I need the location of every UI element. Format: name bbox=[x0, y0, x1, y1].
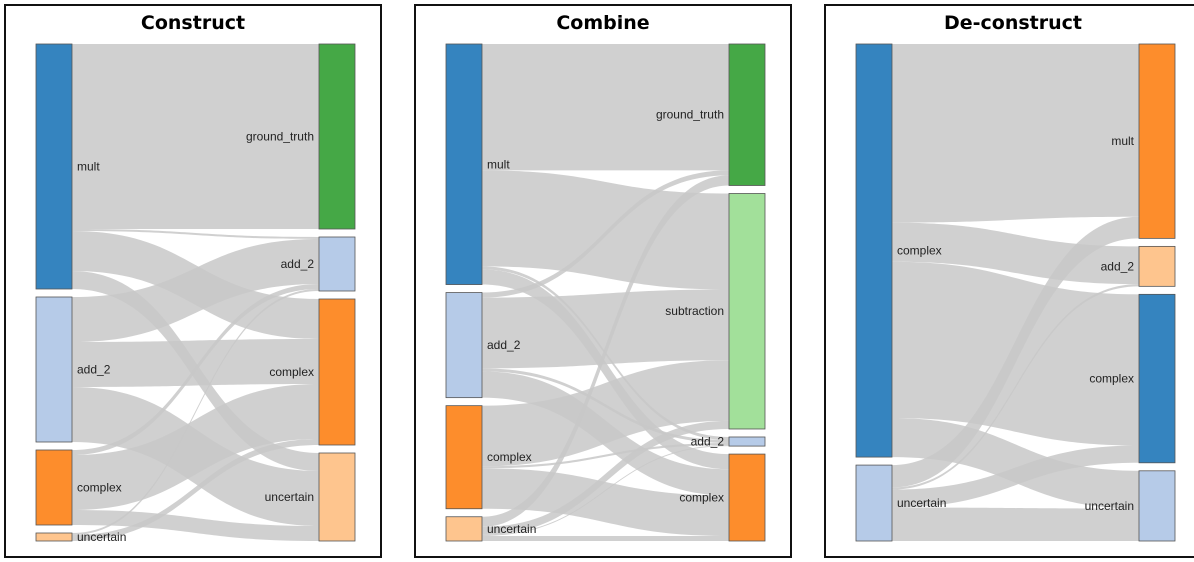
target-label-mult: mult bbox=[1111, 134, 1134, 148]
source-node-uncertain bbox=[35, 532, 73, 542]
flow-link bbox=[892, 44, 1139, 223]
flow-link bbox=[482, 445, 729, 536]
target-label-complex: complex bbox=[679, 491, 724, 505]
source-node-complex bbox=[855, 43, 893, 458]
target-label-complex: complex bbox=[269, 365, 314, 379]
target-node-ground_truth bbox=[728, 43, 766, 186]
target-label-ground_truth: ground_truth bbox=[246, 130, 314, 144]
flow-link bbox=[72, 44, 319, 229]
source-node-uncertain bbox=[445, 516, 483, 542]
source-label-mult: mult bbox=[487, 157, 510, 171]
panel-title: Combine bbox=[556, 12, 650, 34]
source-node-complex bbox=[35, 449, 73, 526]
target-label-complex: complex bbox=[1089, 372, 1134, 386]
flow-link bbox=[892, 216, 1139, 488]
source-label-uncertain: uncertain bbox=[487, 522, 536, 536]
flow-link bbox=[892, 222, 1139, 285]
target-node-add_2 bbox=[318, 236, 356, 292]
target-node-add_2 bbox=[1138, 245, 1176, 287]
flow-link bbox=[482, 44, 729, 171]
flow-link bbox=[892, 445, 1139, 508]
source-node-mult bbox=[35, 43, 73, 290]
target-label-uncertain: uncertain bbox=[265, 490, 314, 504]
target-node-complex bbox=[1138, 293, 1176, 464]
target-label-uncertain: uncertain bbox=[1085, 499, 1134, 513]
flow-link bbox=[482, 269, 729, 470]
source-node-complex bbox=[445, 405, 483, 510]
target-label-ground_truth: ground_truth bbox=[656, 108, 724, 122]
sankey-de-construct: complexuncertainmultadd_2complexuncertai… bbox=[855, 43, 1176, 542]
flow-link bbox=[72, 384, 319, 510]
link-group bbox=[72, 44, 319, 541]
target-node-complex bbox=[728, 453, 766, 542]
link-group bbox=[892, 44, 1139, 541]
flow-link bbox=[482, 289, 729, 369]
flow-link bbox=[482, 535, 729, 541]
panel-title: Construct bbox=[140, 12, 246, 34]
sankey-panel-construct: Construct mult add_2 complex uncertain groun… bbox=[4, 4, 382, 558]
sankey-construct: multadd_2complexuncertainground_truthadd… bbox=[35, 43, 356, 544]
target-label-add_2: add_2 bbox=[281, 257, 315, 271]
source-node-uncertain bbox=[855, 464, 893, 542]
flow-link bbox=[482, 170, 729, 290]
target-node-ground_truth bbox=[318, 43, 356, 230]
target-label-add_2: add_2 bbox=[691, 435, 725, 449]
source-label-complex: complex bbox=[77, 481, 122, 495]
flow-link bbox=[72, 284, 319, 455]
flow-link bbox=[72, 439, 319, 541]
source-label-uncertain: uncertain bbox=[897, 496, 946, 510]
target-label-add_2: add_2 bbox=[1101, 259, 1135, 273]
source-label-add_2: add_2 bbox=[487, 338, 521, 352]
flow-link bbox=[72, 239, 319, 342]
flow-link bbox=[482, 170, 729, 298]
flow-link bbox=[482, 443, 729, 469]
source-label-mult: mult bbox=[77, 160, 100, 174]
flow-link bbox=[72, 510, 319, 541]
flow-link bbox=[892, 284, 1139, 490]
target-node-subtraction bbox=[728, 193, 766, 430]
target-label-subtraction: subtraction bbox=[665, 304, 724, 318]
target-node-uncertain bbox=[1138, 470, 1176, 542]
flow-link bbox=[72, 289, 319, 535]
source-label-uncertain: uncertain bbox=[77, 530, 126, 544]
flow-link bbox=[72, 339, 319, 387]
source-label-complex: complex bbox=[897, 244, 942, 258]
source-node-add_2 bbox=[445, 292, 483, 399]
target-node-add_2 bbox=[728, 436, 766, 447]
target-node-complex bbox=[318, 298, 356, 446]
flow-link bbox=[892, 507, 1139, 541]
source-label-add_2: add_2 bbox=[77, 363, 111, 377]
source-node-add_2 bbox=[35, 296, 73, 443]
target-node-uncertain bbox=[318, 452, 356, 542]
source-node-mult bbox=[445, 43, 483, 285]
target-node-mult bbox=[1138, 43, 1176, 239]
flow-link bbox=[482, 175, 729, 527]
flow-link bbox=[482, 420, 729, 535]
link-group bbox=[482, 44, 729, 541]
panel-title: De-construct bbox=[943, 12, 1083, 34]
flow-link bbox=[482, 360, 729, 467]
flow-link bbox=[72, 229, 319, 239]
source-label-complex: complex bbox=[487, 450, 532, 464]
sankey-panel-de-construct: De-construct complex uncertain mult add_2 co… bbox=[824, 4, 1194, 558]
